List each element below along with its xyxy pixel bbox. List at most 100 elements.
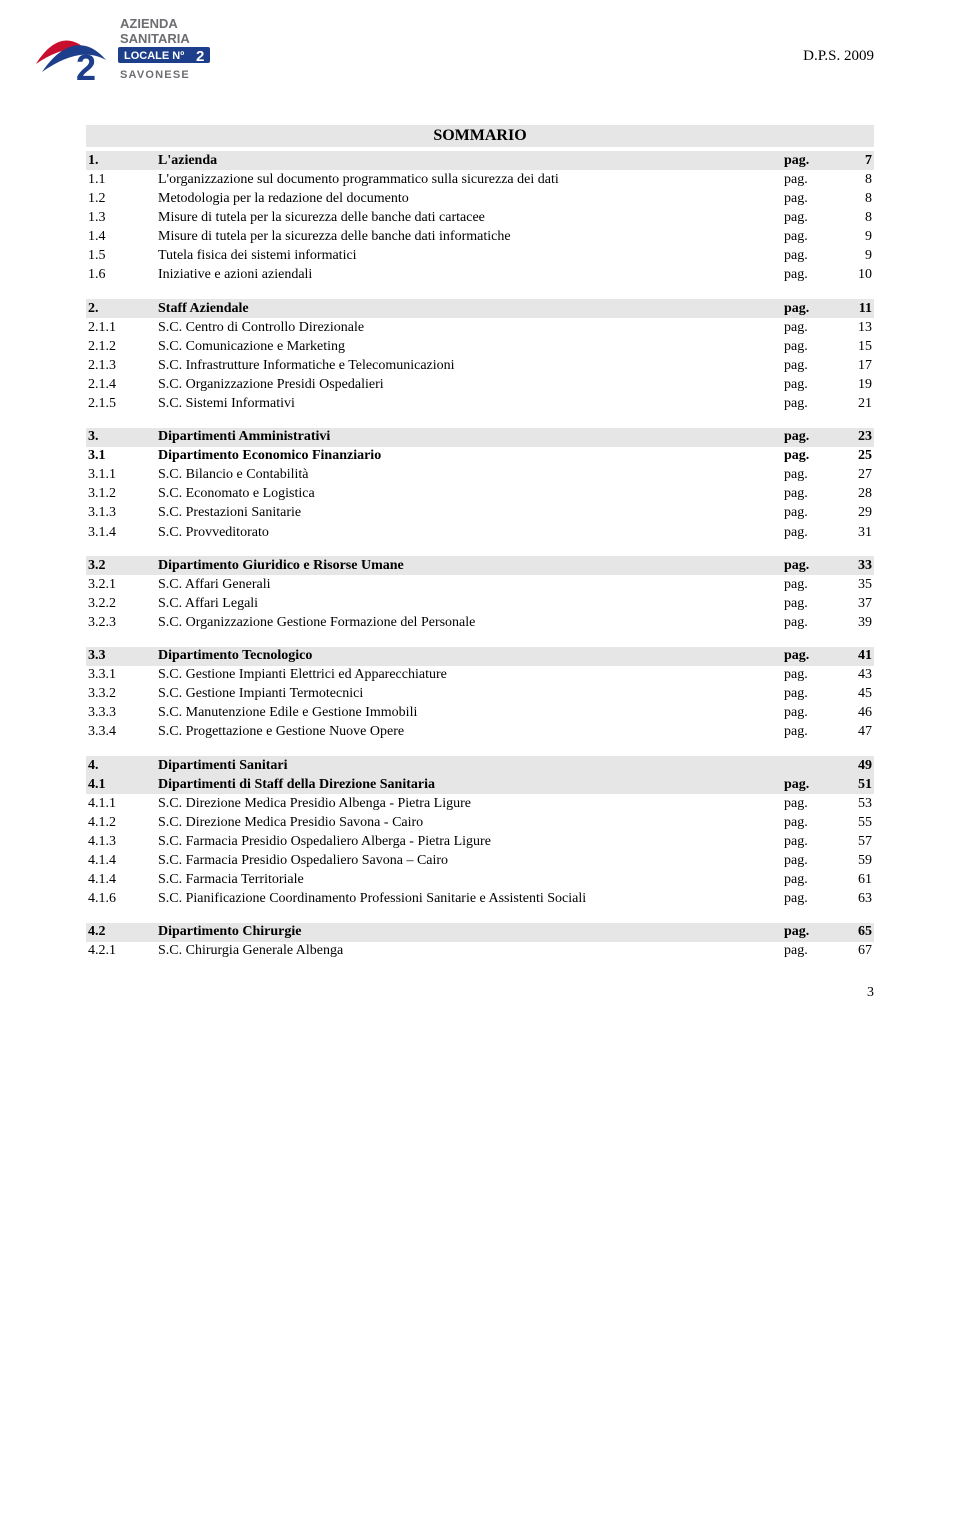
toc-text: Dipartimento Giuridico e Risorse Umane <box>156 556 782 575</box>
toc-text: L'azienda <box>156 151 782 170</box>
toc-row: 4.1.6S.C. Pianificazione Coordinamento P… <box>86 890 874 909</box>
toc-page: 27 <box>840 466 874 485</box>
toc-page: 9 <box>840 247 874 266</box>
toc-row: 2.1.3S.C. Infrastrutture Informatiche e … <box>86 356 874 375</box>
toc-row: 3.1.3S.C. Prestazioni Sanitariepag.29 <box>86 504 874 523</box>
toc-text: Metodologia per la redazione del documen… <box>156 190 782 209</box>
toc-page: 25 <box>840 447 874 466</box>
toc-row: 4.2Dipartimento Chirurgiepag.65 <box>86 923 874 942</box>
toc-text: S.C. Progettazione e Gestione Nuove Oper… <box>156 723 782 742</box>
toc-num: 3. <box>86 428 156 447</box>
toc-page: 23 <box>840 428 874 447</box>
toc-num: 2.1.1 <box>86 318 156 337</box>
toc-row: 4.1.2S.C. Direzione Medica Presidio Savo… <box>86 813 874 832</box>
toc-page: 8 <box>840 209 874 228</box>
toc-num: 4.2 <box>86 923 156 942</box>
toc-page: 39 <box>840 613 874 632</box>
toc-text: S.C. Manutenzione Edile e Gestione Immob… <box>156 704 782 723</box>
toc-pag-label: pag. <box>782 575 840 594</box>
toc-page: 28 <box>840 485 874 504</box>
toc-page: 17 <box>840 356 874 375</box>
toc-row: 2.1.1S.C. Centro di Controllo Direzional… <box>86 318 874 337</box>
toc-num: 2.1.3 <box>86 356 156 375</box>
toc-num: 3.1.3 <box>86 504 156 523</box>
toc-num: 1.5 <box>86 247 156 266</box>
toc-page: 57 <box>840 832 874 851</box>
toc-row: 3.2Dipartimento Giuridico e Risorse Uman… <box>86 556 874 575</box>
toc-page: 19 <box>840 375 874 394</box>
toc-text: Dipartimento Economico Finanziario <box>156 447 782 466</box>
toc-page: 53 <box>840 794 874 813</box>
toc-text: Misure di tutela per la sicurezza delle … <box>156 228 782 247</box>
toc-num: 3.1 <box>86 447 156 466</box>
toc-num: 1.3 <box>86 209 156 228</box>
toc-num: 1.6 <box>86 266 156 285</box>
toc-row <box>86 633 874 647</box>
toc-pag-label: pag. <box>782 647 840 666</box>
toc-row: 3.2.3S.C. Organizzazione Gestione Formaz… <box>86 613 874 632</box>
toc-text: S.C. Sistemi Informativi <box>156 395 782 414</box>
toc-num: 4.2.1 <box>86 942 156 961</box>
toc-pag-label: pag. <box>782 685 840 704</box>
toc-num: 3.3.4 <box>86 723 156 742</box>
toc-pag-label: pag. <box>782 890 840 909</box>
toc-row: 3.3.1S.C. Gestione Impianti Elettrici ed… <box>86 666 874 685</box>
toc-pag-label: pag. <box>782 504 840 523</box>
toc-row <box>86 414 874 428</box>
toc-text: S.C. Direzione Medica Presidio Albenga -… <box>156 794 782 813</box>
toc-row: 3.1Dipartimento Economico Finanziariopag… <box>86 447 874 466</box>
toc-num: 1.2 <box>86 190 156 209</box>
toc-pag-label: pag. <box>782 794 840 813</box>
toc-row: 3.1.1S.C. Bilancio e Contabilitàpag.27 <box>86 466 874 485</box>
toc-text: S.C. Farmacia Presidio Ospedaliero Alber… <box>156 832 782 851</box>
toc-pag-label: pag. <box>782 395 840 414</box>
toc-num: 1. <box>86 151 156 170</box>
toc-text: Misure di tutela per la sicurezza delle … <box>156 209 782 228</box>
toc-num: 3.3 <box>86 647 156 666</box>
svg-text:2: 2 <box>196 48 204 65</box>
toc-page: 37 <box>840 594 874 613</box>
toc-num: 2. <box>86 299 156 318</box>
toc-page: 8 <box>840 170 874 189</box>
toc-num: 2.1.5 <box>86 395 156 414</box>
toc-text: S.C. Provveditorato <box>156 523 782 542</box>
toc-page: 15 <box>840 337 874 356</box>
toc-row: 1.4Misure di tutela per la sicurezza del… <box>86 228 874 247</box>
toc-page: 31 <box>840 523 874 542</box>
toc-pag-label: pag. <box>782 151 840 170</box>
toc-text: S.C. Organizzazione Gestione Formazione … <box>156 613 782 632</box>
toc-pag-label: pag. <box>782 485 840 504</box>
toc-page: 55 <box>840 813 874 832</box>
toc-num: 4.1.4 <box>86 851 156 870</box>
toc-row: 4.1.1S.C. Direzione Medica Presidio Albe… <box>86 794 874 813</box>
toc-pag-label: pag. <box>782 704 840 723</box>
toc-num: 3.1.2 <box>86 485 156 504</box>
toc-pag-label: pag. <box>782 942 840 961</box>
toc-page: 11 <box>840 299 874 318</box>
toc-num: 3.2.1 <box>86 575 156 594</box>
toc-row: 3.3Dipartimento Tecnologicopag.41 <box>86 647 874 666</box>
toc-row: 4.Dipartimenti Sanitari49 <box>86 756 874 775</box>
toc-page: 51 <box>840 775 874 794</box>
toc-row: 3.2.1S.C. Affari Generalipag.35 <box>86 575 874 594</box>
toc-num: 4.1.3 <box>86 832 156 851</box>
toc-pag-label: pag. <box>782 523 840 542</box>
toc-page: 21 <box>840 395 874 414</box>
toc-row: 3.3.3S.C. Manutenzione Edile e Gestione … <box>86 704 874 723</box>
logo-text-sanitaria: SANITARIA <box>120 31 190 46</box>
toc-text: Iniziative e azioni aziendali <box>156 266 782 285</box>
toc-pag-label: pag. <box>782 247 840 266</box>
toc-text: S.C. Farmacia Presidio Ospedaliero Savon… <box>156 851 782 870</box>
toc-pag-label: pag. <box>782 832 840 851</box>
toc-text: S.C. Gestione Impianti Elettrici ed Appa… <box>156 666 782 685</box>
toc-row: 2.Staff Aziendalepag.11 <box>86 299 874 318</box>
toc-pag-label: pag. <box>782 170 840 189</box>
toc-row: 1.1L'organizzazione sul documento progra… <box>86 170 874 189</box>
toc-pag-label: pag. <box>782 871 840 890</box>
toc-page: 63 <box>840 890 874 909</box>
logo-text-locale: LOCALE Nº <box>124 50 184 62</box>
toc-text: L'organizzazione sul documento programma… <box>156 170 782 189</box>
toc-text: S.C. Comunicazione e Marketing <box>156 337 782 356</box>
toc-text: Staff Aziendale <box>156 299 782 318</box>
toc-text: S.C. Farmacia Territoriale <box>156 871 782 890</box>
